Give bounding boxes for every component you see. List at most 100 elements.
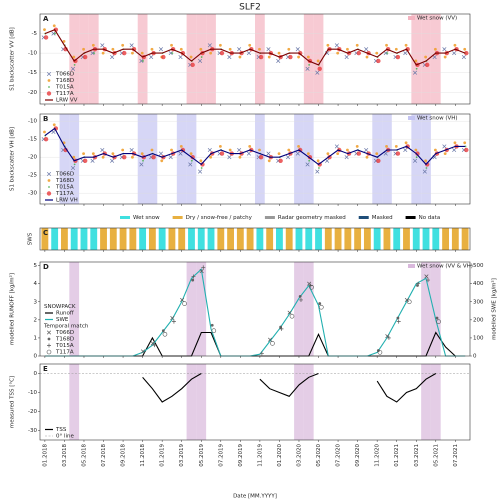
data-point — [122, 155, 127, 160]
data-point — [218, 145, 222, 148]
data-point — [200, 167, 203, 169]
plot-frame — [39, 227, 471, 251]
data-point — [62, 39, 66, 43]
state-bar — [207, 228, 215, 250]
data-point — [90, 158, 95, 163]
data-point — [207, 147, 212, 153]
data-point — [268, 337, 273, 342]
state-bar — [363, 228, 371, 250]
data-point — [425, 162, 430, 167]
data-point — [415, 156, 418, 159]
wet-snow-shade — [303, 262, 314, 356]
wet-snow-shade — [99, 14, 109, 104]
data-point — [73, 163, 76, 166]
data-point — [316, 59, 320, 63]
wet-snow-shade — [392, 262, 402, 356]
state-bar — [315, 228, 322, 250]
wet-snow-shade — [196, 262, 207, 356]
data-point — [346, 47, 349, 51]
data-point — [385, 334, 390, 339]
plot-frame — [39, 363, 471, 441]
state-bar — [432, 228, 440, 250]
wet-snow-shade — [128, 364, 138, 440]
wet-snow-shade — [460, 364, 470, 440]
data-point — [139, 162, 144, 167]
wet-snow-shade — [382, 262, 392, 356]
data-point — [385, 43, 388, 47]
wet-snow-shade — [69, 364, 80, 440]
legend-swatch — [358, 216, 369, 219]
legend-symbol — [47, 79, 51, 82]
wet-snow-shade — [69, 262, 80, 356]
data-point — [161, 54, 166, 60]
data-point — [375, 51, 379, 55]
data-point — [266, 151, 271, 156]
wet-snow-shade — [148, 262, 158, 356]
data-point — [182, 301, 187, 306]
data-point — [110, 54, 115, 60]
data-point — [414, 148, 418, 152]
y-tick-label: -15 — [28, 137, 37, 143]
wet-snow-shade — [177, 364, 187, 440]
state-bar — [442, 228, 449, 250]
data-point — [259, 351, 264, 356]
data-point — [442, 47, 447, 52]
data-point — [191, 278, 195, 282]
y2-tick-label: 0 — [473, 354, 477, 360]
wet-snow-shade — [294, 14, 304, 104]
data-point — [43, 130, 46, 134]
legend-label: Wet snow — [133, 215, 160, 221]
data-point — [424, 274, 429, 279]
state-bar — [422, 228, 430, 250]
legend-swatch — [408, 264, 415, 268]
data-point — [326, 152, 330, 156]
wet-snow-shade — [128, 114, 138, 204]
wet-snow-shade — [226, 114, 236, 204]
data-point — [315, 169, 320, 174]
y-tick-label: -5 — [32, 31, 38, 37]
data-point — [403, 51, 408, 56]
wet-snow-shade — [108, 364, 118, 440]
data-point — [334, 43, 339, 48]
x-tick-label: 07.2021 — [453, 444, 459, 467]
data-point — [218, 43, 222, 47]
y-tick-label: -25 — [28, 173, 37, 179]
legend-symbol — [48, 186, 50, 188]
state-bar — [178, 228, 186, 250]
data-point — [178, 54, 183, 60]
x-tick-label: 09.2020 — [355, 444, 361, 467]
state-bar — [334, 228, 342, 250]
data-point — [122, 50, 127, 56]
data-point — [52, 123, 56, 127]
data-point — [152, 343, 157, 348]
wet-snow-shade — [294, 114, 304, 204]
state-bar — [90, 228, 98, 250]
data-point — [209, 155, 213, 159]
data-point — [228, 148, 232, 152]
data-point — [150, 341, 155, 346]
wet-snow-shade — [148, 14, 158, 104]
data-point — [288, 54, 293, 60]
x-tick-label: 09.2019 — [238, 444, 244, 467]
data-point — [179, 47, 183, 51]
data-point — [383, 51, 388, 56]
data-point — [377, 350, 383, 355]
legend-label: Runoff — [56, 311, 74, 317]
data-point — [161, 329, 165, 333]
data-point — [237, 47, 242, 52]
wet-snow-shade — [138, 364, 148, 440]
data-point — [307, 281, 312, 286]
data-point — [464, 50, 469, 56]
legend-label: T015A — [55, 85, 74, 91]
data-point — [463, 141, 467, 145]
wet-snow-shade — [40, 364, 50, 440]
wet-snow-shade — [216, 262, 226, 356]
data-point — [258, 47, 261, 51]
data-point — [200, 162, 205, 167]
wet-snow-shade — [99, 114, 109, 204]
legend-label: Wet snow (VV) — [417, 16, 457, 22]
data-point — [227, 155, 232, 160]
wet-snow-shade — [353, 364, 363, 440]
series-line — [44, 127, 466, 166]
wet-snow-shade — [430, 364, 441, 440]
